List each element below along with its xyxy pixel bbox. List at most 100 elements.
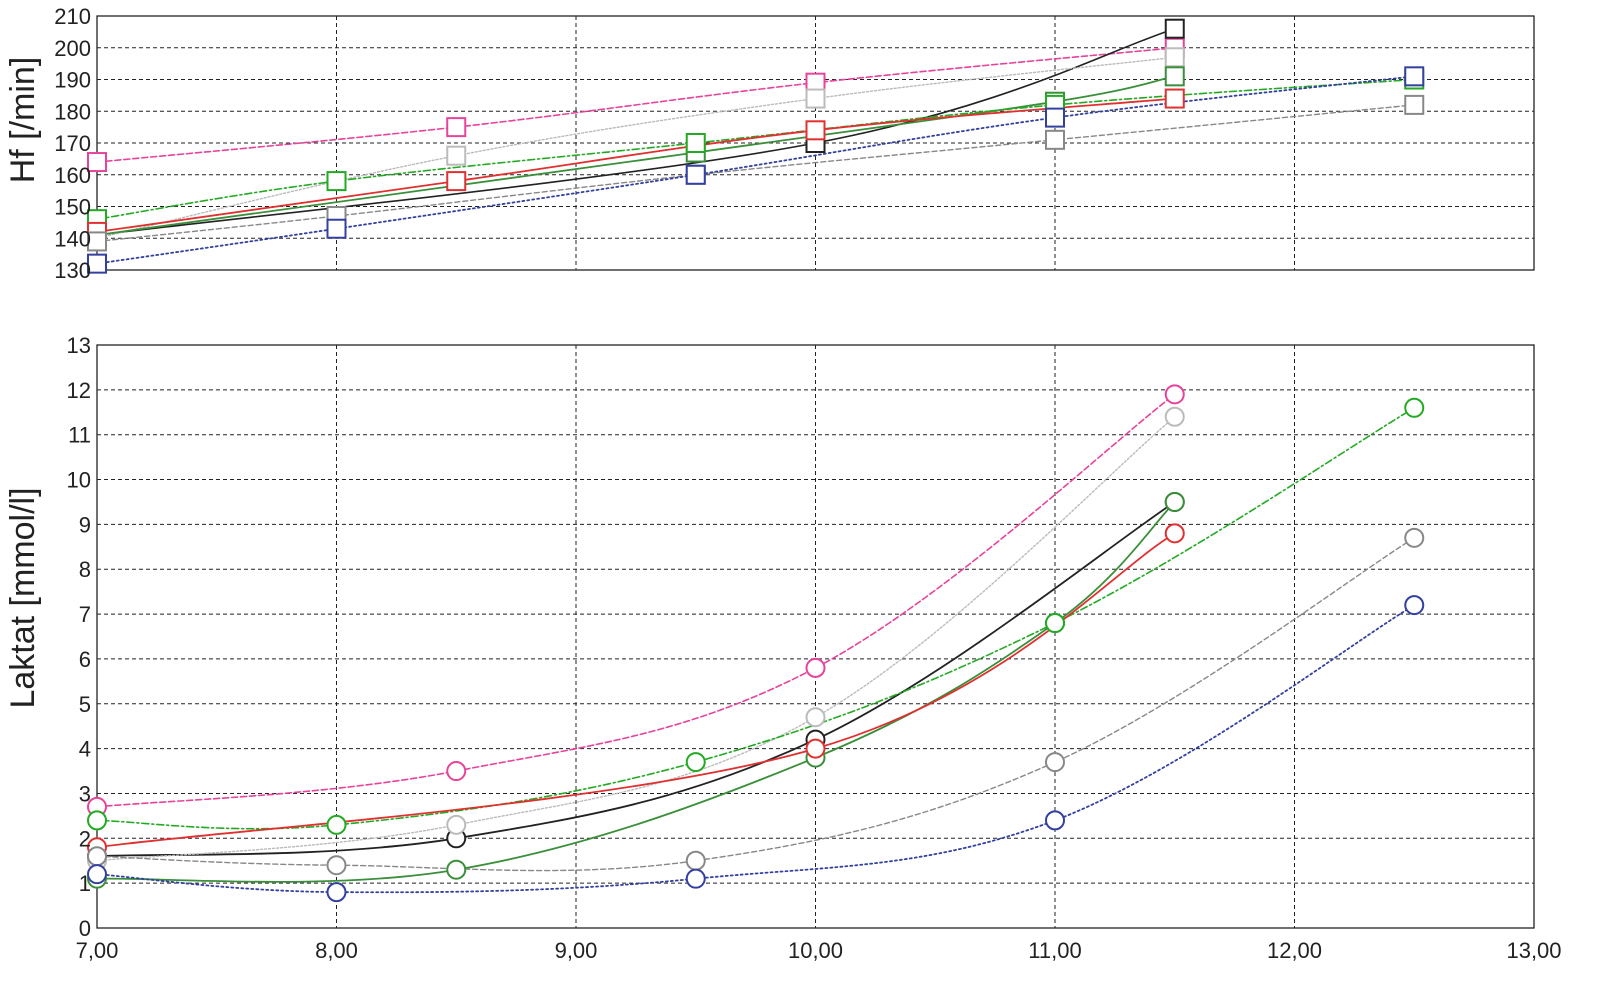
series-line <box>96 97 1176 233</box>
y-tick-label: 2 <box>79 826 91 851</box>
data-point-circle <box>326 882 347 903</box>
series-line <box>96 537 1415 872</box>
data-point-square <box>1404 66 1425 87</box>
data-point-circle <box>1045 613 1065 634</box>
series-lines <box>96 27 1416 265</box>
data-point-square <box>805 88 826 109</box>
y-tick-label: 130 <box>54 258 91 283</box>
data-point-square <box>87 231 107 252</box>
y-tick-label: 200 <box>54 36 91 61</box>
data-point-square <box>685 164 706 185</box>
data-point-square <box>1045 107 1065 128</box>
series-line <box>96 501 1176 858</box>
data-point-square <box>1164 47 1185 68</box>
y-tick-label: 4 <box>79 737 91 762</box>
grid <box>97 345 1534 928</box>
x-tick-label: 11,00 <box>1028 938 1081 963</box>
y-tick-label: 7 <box>79 602 91 627</box>
series-line <box>96 75 1416 265</box>
data-point-circle <box>1404 595 1425 616</box>
panel-heart-rate: 130 140 150 160 170 180 190 200 210 Hf [/min] <box>4 4 1535 283</box>
data-point-circle <box>1045 810 1065 831</box>
data-point-circle <box>1404 397 1425 418</box>
data-point-square <box>87 253 107 274</box>
data-point-circle <box>1045 752 1065 773</box>
y-tick-label: 140 <box>54 226 91 251</box>
data-point-circle <box>805 707 826 728</box>
data-point-square <box>1404 94 1425 115</box>
series-line <box>96 47 1176 163</box>
x-tick-labels: 7,00 8,00 9,00 10,00 11,00 12,00 13,00 <box>76 938 1562 963</box>
y-tick-label: 0 <box>79 916 91 941</box>
data-point-circle <box>805 657 826 678</box>
y-tick-labels: 130 140 150 160 170 180 190 200 210 <box>54 4 91 283</box>
y-tick-label: 3 <box>79 781 91 806</box>
data-point-square <box>326 171 347 192</box>
data-point-circle <box>1164 406 1185 427</box>
y-tick-label: 13 <box>67 333 91 358</box>
y-tick-label: 11 <box>68 423 91 448</box>
y-tick-label: 10 <box>67 468 91 493</box>
y-tick-label: 12 <box>67 378 91 403</box>
data-point-square <box>326 218 347 239</box>
x-tick-label: 13,00 <box>1506 938 1561 963</box>
series-line <box>96 75 1176 236</box>
data-point-square <box>446 117 467 138</box>
data-point-circle <box>446 761 467 782</box>
data-point-square <box>1164 18 1185 39</box>
y-tick-label: 8 <box>79 557 91 582</box>
series-line <box>96 78 1416 220</box>
data-point-square <box>1045 129 1065 150</box>
markers <box>87 384 1425 903</box>
x-tick-label: 12,00 <box>1267 938 1322 963</box>
series-line <box>96 532 1176 849</box>
data-point-circle <box>87 810 107 831</box>
y-tick-label: 1 <box>79 871 91 896</box>
data-point-circle <box>1164 384 1185 405</box>
data-point-square <box>87 152 107 173</box>
y-tick-label: 210 <box>54 4 91 29</box>
data-point-square <box>1164 88 1185 109</box>
y-tick-label: 180 <box>54 99 91 124</box>
data-point-circle <box>326 855 347 876</box>
y-tick-label: 170 <box>54 131 91 156</box>
series-line <box>96 56 1176 239</box>
data-point-circle <box>685 850 706 871</box>
x-tick-label: 7,00 <box>76 938 119 963</box>
data-point-circle <box>805 738 826 759</box>
data-point-circle <box>685 752 706 773</box>
y-tick-label: 190 <box>54 68 91 93</box>
series-line <box>96 604 1416 894</box>
series-line <box>96 27 1176 236</box>
data-point-square <box>446 145 467 166</box>
y-tick-label: 5 <box>79 692 91 717</box>
data-point-square <box>685 133 706 153</box>
series-line <box>96 393 1176 808</box>
series-line <box>96 416 1176 862</box>
data-point-circle <box>446 814 467 835</box>
data-point-circle <box>326 814 347 835</box>
series-line <box>96 501 1176 883</box>
x-tick-label: 8,00 <box>315 938 358 963</box>
y-tick-label: 6 <box>79 647 91 672</box>
markers <box>87 18 1425 274</box>
data-point-square <box>805 120 826 141</box>
data-point-square <box>1164 66 1185 87</box>
data-point-circle <box>87 864 107 885</box>
y-tick-label: 9 <box>79 512 91 537</box>
data-point-circle <box>1164 523 1185 544</box>
y-axis-label: Laktat [mmol/l] <box>4 487 42 708</box>
data-point-circle <box>685 868 706 889</box>
y-tick-label: 150 <box>54 195 91 220</box>
data-point-square <box>446 171 467 192</box>
data-point-circle <box>1164 491 1185 512</box>
series-lines <box>96 393 1416 894</box>
x-tick-label: 10,00 <box>788 938 843 963</box>
data-point-circle <box>446 859 467 880</box>
x-tick-label: 9,00 <box>555 938 598 963</box>
y-tick-label: 160 <box>54 163 91 188</box>
